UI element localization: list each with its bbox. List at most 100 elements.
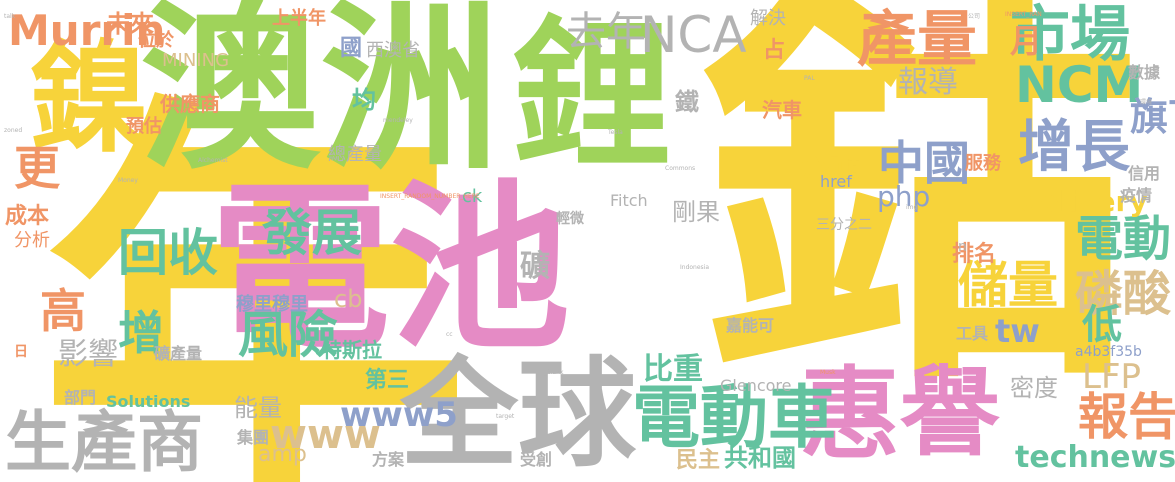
word-two-thirds: 三分之二 <box>816 217 872 233</box>
word-ranking: 排名 <box>952 242 997 267</box>
word-share: 占 <box>763 38 786 63</box>
word-total-output: 總產量 <box>328 144 382 165</box>
word-environment: 環境 <box>1140 99 1153 106</box>
word-tesla: 特斯拉 <box>322 338 382 362</box>
word-reserve: 儲量 <box>958 256 1058 314</box>
word-growth: 增長 <box>1018 115 1130 180</box>
word-ratio: 比重 <box>643 352 703 387</box>
word-credit: 信用 <box>1128 164 1161 183</box>
word-car: 汽車 <box>762 98 802 122</box>
word-murrin: Murrin <box>8 6 166 55</box>
word-pal: PAL <box>804 75 815 82</box>
word-href: href <box>820 172 852 191</box>
word-nickel: 鎳 <box>30 30 150 169</box>
word-mendeley: mendeley <box>383 117 413 124</box>
word-target: target <box>496 413 515 420</box>
word-glencore2: 嘉能可 <box>726 316 775 335</box>
word-electric: 電動 <box>1075 211 1172 267</box>
word-resolve: 解決 <box>750 8 786 29</box>
word-murrin-murrin: 穆里穆里 <box>236 294 308 315</box>
word-solutions: Solutions <box>106 392 191 411</box>
word-huiyu: 惠譽 <box>800 356 1000 473</box>
word-year: 年 <box>40 65 470 482</box>
word-alchemist: Alchemist <box>198 157 228 164</box>
word-nca: NCA <box>640 6 747 64</box>
word-third: 第三 <box>365 368 410 393</box>
word-mine-output: 礦產量 <box>154 344 203 363</box>
word-cb: cb <box>334 285 363 313</box>
word-zoned: zoned <box>4 127 23 134</box>
word-report: 報告 <box>1078 388 1175 446</box>
word-cobalt: 鈷 <box>700 0 1140 438</box>
word-company: 公司 <box>968 13 981 20</box>
word-amp: amp <box>258 442 307 467</box>
word-democratic: 民主 <box>676 448 721 473</box>
word-month: 月 <box>1010 22 1043 60</box>
word-density: 密度 <box>1010 374 1058 402</box>
word-tool: 工具 <box>956 324 989 343</box>
word-www5: www5 <box>340 395 458 435</box>
word-glencore: Glencore <box>720 376 792 395</box>
word-market: 市場 <box>1010 0 1130 70</box>
word-service: 服務 <box>965 153 1001 174</box>
word-day: 日 <box>14 344 28 360</box>
word-ck: ck <box>462 186 483 207</box>
word-musk: Musk <box>820 369 836 376</box>
word-img: img <box>906 204 918 211</box>
word-technews: technews <box>1015 440 1175 475</box>
word-even: 均 <box>352 86 376 114</box>
word-forecast: 預估 <box>126 116 162 137</box>
word-wa: 西澳省 <box>366 40 420 61</box>
word-ev: 電動車 <box>632 379 837 458</box>
word-insert-random: INSERT_RANDOM_NUMBER_HERE <box>380 193 480 200</box>
word-n: n <box>958 239 967 255</box>
word-iron: 鐵 <box>675 88 699 116</box>
word-lfp: LFP <box>1082 357 1142 397</box>
word-australia: 澳洲 <box>140 0 501 194</box>
word-high: 高 <box>40 284 86 338</box>
word-fitch: Fitch <box>610 191 648 210</box>
word-data: 數據 <box>1128 63 1161 82</box>
word-future: 未來 <box>106 10 154 38</box>
word-last-year: 去年 <box>566 9 646 55</box>
word-more: 更 <box>14 141 60 195</box>
word-blank: _blank <box>544 369 564 376</box>
word-under: 旗下 <box>1130 95 1175 139</box>
word-low: 低 <box>1082 302 1122 348</box>
word-delivery: delivery <box>1020 185 1148 218</box>
word-ncm: NCM <box>1015 56 1144 114</box>
word-country: 國 <box>340 36 363 61</box>
word-slight: 輕微 <box>556 211 584 227</box>
word-cost: 成本 <box>5 204 50 229</box>
word-indonesia: Indonesia <box>680 264 710 271</box>
word-producer: 生產商 <box>5 404 203 481</box>
word-talk: talk <box>4 13 16 20</box>
word-supplier: 供應商 <box>160 92 220 116</box>
word-battery: 電池 <box>210 165 571 374</box>
word-ton: 公噸 <box>797 151 862 189</box>
word-mining: MINING <box>162 50 230 71</box>
word-tesla-en: Tesla <box>608 129 623 136</box>
word-china: 中國 <box>878 136 970 190</box>
word-recycle: 回收 <box>118 224 218 282</box>
word-just: 剛果 <box>672 198 720 226</box>
word-develop: 發展 <box>262 204 362 262</box>
word-epidemic: 疫情 <box>1120 186 1153 205</box>
word-report2: 報導 <box>898 65 958 100</box>
word-affected: 受創 <box>520 450 553 469</box>
word-impact: 影響 <box>58 337 118 372</box>
word-located: 位於 <box>138 30 174 51</box>
word-republic: 共和國 <box>724 444 796 472</box>
word-commons: Commons <box>665 165 696 172</box>
word-lithium: 鋰 <box>512 1 673 188</box>
word-tw: tw <box>995 312 1040 350</box>
word-increase: 增 <box>118 306 164 360</box>
word-insert-ran: INSERT_RAN <box>1005 11 1042 18</box>
word-money: Money <box>118 177 138 184</box>
word-energy: 能量 <box>234 394 282 422</box>
word-php: php <box>877 180 931 213</box>
word-www: www <box>270 412 381 458</box>
word-analysis: 分析 <box>14 230 50 251</box>
word-output: 產量 <box>857 5 977 75</box>
